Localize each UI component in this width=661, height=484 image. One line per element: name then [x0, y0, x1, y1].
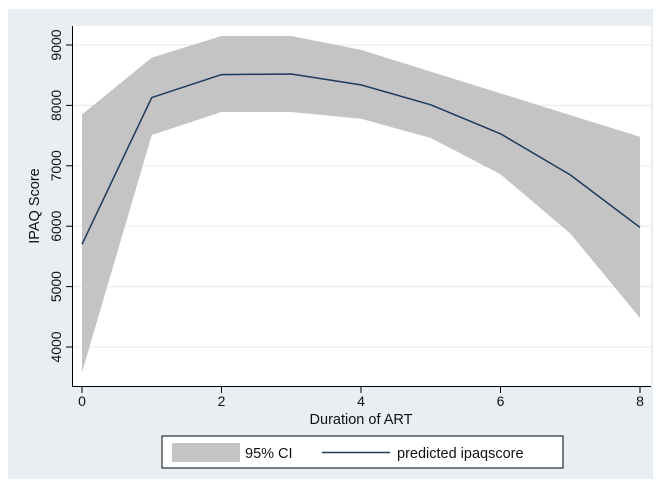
- y-tick-label: 4000: [48, 331, 64, 362]
- y-tick-label: 5000: [48, 271, 64, 302]
- x-tick-label: 6: [497, 393, 505, 409]
- legend: 95% CI predicted ipaqscore: [161, 435, 564, 469]
- predicted-line: [81, 73, 641, 245]
- y-axis-ticks: 4000 5000 6000 7000 8000 9000: [48, 29, 72, 363]
- y-tick-label: 8000: [48, 90, 64, 121]
- y-tick-label: 7000: [48, 150, 64, 181]
- legend-series-label: predicted ipaqscore: [397, 446, 524, 462]
- x-axis-ticks: 0 2 4 6 8: [78, 387, 644, 409]
- legend-ci-label: 95% CI: [245, 446, 293, 462]
- ci-band-layer: [82, 35, 640, 373]
- series-line-layer: [81, 73, 641, 245]
- y-tick-label: 9000: [48, 29, 64, 60]
- ci-band: [82, 35, 640, 373]
- y-axis-title: IPAQ Score: [27, 168, 43, 243]
- x-tick-label: 0: [78, 393, 86, 409]
- legend-ci-swatch: [172, 443, 240, 462]
- y-tick-label: 6000: [48, 210, 64, 241]
- x-tick-label: 8: [636, 393, 644, 409]
- x-tick-label: 4: [357, 393, 365, 409]
- x-axis-title: Duration of ART: [310, 412, 413, 428]
- x-tick-label: 2: [218, 393, 226, 409]
